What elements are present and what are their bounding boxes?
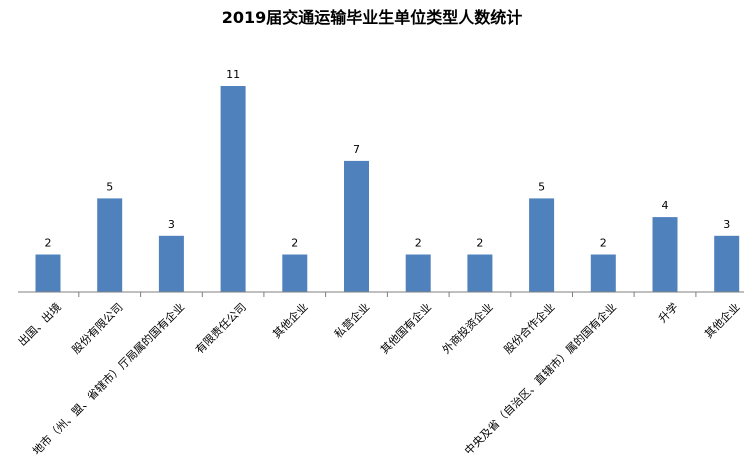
category-label-11: 其他企业 <box>701 300 742 341</box>
data-label-4: 2 <box>291 237 298 250</box>
data-label-10: 4 <box>662 199 669 212</box>
category-label-3: 有限责任公司 <box>192 300 249 357</box>
category-label-7: 外商投资企业 <box>439 300 496 357</box>
bar-10 <box>652 217 678 292</box>
bar-9 <box>590 254 616 292</box>
category-label-1: 股份有限公司 <box>69 300 126 357</box>
bar-2 <box>158 235 184 292</box>
bar-4 <box>282 254 308 292</box>
category-label-10: 升学 <box>655 300 680 325</box>
bars-group <box>35 86 740 292</box>
bar-5 <box>344 160 369 292</box>
data-label-3: 11 <box>226 68 240 81</box>
bar-6 <box>405 254 431 292</box>
x-axis-group <box>18 291 744 297</box>
bar-3 <box>220 86 246 292</box>
category-label-4: 其他企业 <box>270 300 311 341</box>
category-label-5: 私营企业 <box>331 300 372 341</box>
data-label-11: 3 <box>723 218 730 231</box>
category-label-0: 出国、出境 <box>15 300 64 349</box>
data-label-7: 2 <box>476 237 483 250</box>
bar-0 <box>35 254 61 292</box>
data-label-1: 5 <box>106 180 113 193</box>
data-labels-group: 2 5 3 11 2 7 2 2 5 2 4 3 <box>45 68 731 250</box>
chart-title: 2019届交通运输毕业生单位类型人数统计 <box>221 8 523 27</box>
data-label-5: 7 <box>353 143 360 156</box>
bar-7 <box>467 254 493 292</box>
data-label-6: 2 <box>415 237 422 250</box>
category-label-8: 股份合作企业 <box>501 300 558 357</box>
bar-1 <box>97 198 123 292</box>
bar-11 <box>714 235 740 292</box>
bar-8 <box>529 198 555 292</box>
data-label-2: 3 <box>168 218 175 231</box>
data-label-8: 5 <box>538 180 545 193</box>
data-label-0: 2 <box>45 237 52 250</box>
data-label-9: 2 <box>600 237 607 250</box>
category-label-6: 其他国有企业 <box>377 300 434 357</box>
